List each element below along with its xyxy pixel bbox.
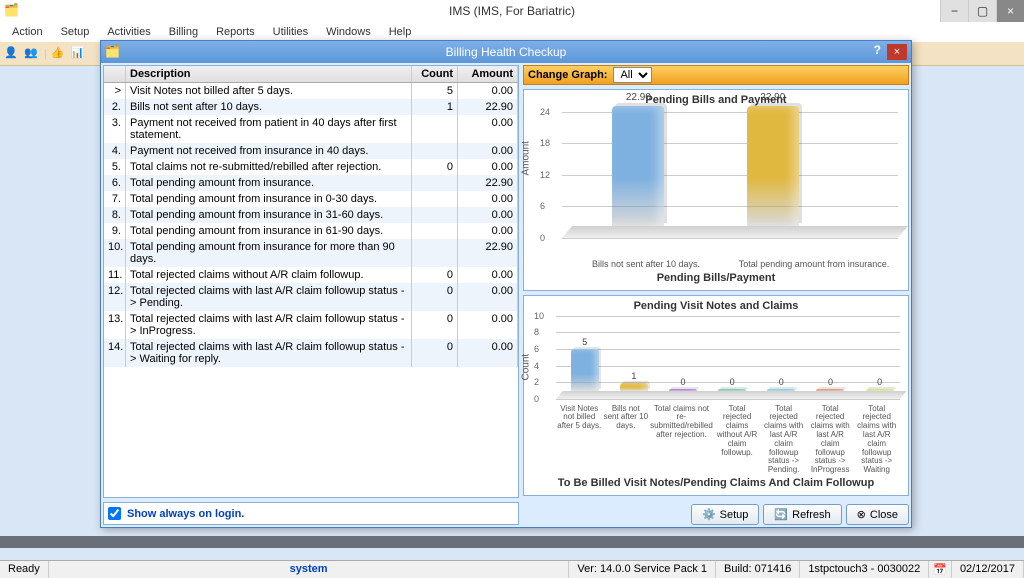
chart2-xlabel: Total rejected claims with last A/R clai…: [807, 405, 854, 475]
refresh-icon: 🔄: [774, 508, 788, 521]
minimize-button[interactable]: −: [940, 0, 968, 22]
col-count[interactable]: Count: [412, 66, 458, 82]
status-system: system: [49, 561, 570, 578]
close-icon: ⊗: [857, 508, 866, 521]
chart2-xlabel: Total rejected claims with last A/R clai…: [853, 405, 900, 475]
table-row[interactable]: 9.Total pending amount from insurance in…: [104, 223, 518, 239]
table-row[interactable]: >Visit Notes not billed after 5 days.50.…: [104, 83, 518, 99]
show-always-checkbox[interactable]: [108, 507, 121, 520]
menu-activities[interactable]: Activities: [99, 24, 158, 40]
app-title: IMS (IMS, For Bariatric): [449, 4, 575, 18]
table-row[interactable]: 11.Total rejected claims without A/R cla…: [104, 267, 518, 283]
setup-button[interactable]: ⚙️Setup: [691, 504, 759, 525]
chart2-xlabel: Total rejected claims with last A/R clai…: [760, 405, 807, 475]
chart2-bar: 0: [767, 389, 795, 391]
chart2-bar: 0: [866, 389, 894, 391]
show-always-label: Show always on login.: [127, 508, 244, 520]
bottom-separator: [0, 536, 1024, 548]
close-button[interactable]: ×: [996, 0, 1024, 22]
status-build: Build: 071416: [716, 561, 800, 578]
window-controls: − ▢ ×: [940, 0, 1024, 22]
chart2-bar: 0: [816, 389, 844, 391]
billing-table: Description Count Amount >Visit Notes no…: [103, 65, 519, 498]
menu-setup[interactable]: Setup: [53, 24, 98, 40]
chart-pending-bills: Pending Bills and Payment Amount 0612182…: [523, 89, 909, 291]
table-row[interactable]: 2.Bills not sent after 10 days.122.90: [104, 99, 518, 115]
maximize-button[interactable]: ▢: [968, 0, 996, 22]
app-icon: 🗂️: [4, 3, 20, 19]
toolbar-icon-4[interactable]: 📊: [71, 46, 87, 62]
table-row[interactable]: 14.Total rejected claims with last A/R c…: [104, 339, 518, 367]
dialog-title: Billing Health Checkup: [446, 45, 567, 59]
status-date: 02/12/2017: [952, 561, 1024, 578]
chart1-footer: Pending Bills/Payment: [524, 270, 908, 288]
status-ready: Ready: [0, 561, 49, 578]
toolbar-icon-1[interactable]: 👤: [4, 46, 20, 62]
menu-billing[interactable]: Billing: [161, 24, 206, 40]
chart2-xlabel: Total rejected claims without A/R claim …: [714, 405, 761, 475]
graph-select[interactable]: All: [613, 67, 652, 83]
status-conn: 1stpctouch3 - 0030022: [800, 561, 929, 578]
chart1-xlabel: Bills not sent after 10 days.: [562, 260, 730, 270]
chart1-bar: 22.90: [612, 106, 664, 226]
dialog-close-button[interactable]: ×: [887, 44, 907, 60]
chart2-xlabel: Visit Notes not billed after 5 days.: [556, 405, 603, 475]
table-header: Description Count Amount: [104, 66, 518, 83]
change-graph-bar: Change Graph: All: [523, 65, 909, 85]
menubar: ActionSetupActivitiesBillingReportsUtili…: [0, 22, 1024, 42]
chart-pending-visit: Pending Visit Notes and Claims Count 024…: [523, 295, 909, 497]
dialog-icon: 🗂️: [105, 44, 120, 58]
help-button[interactable]: ?: [874, 43, 881, 57]
menu-reports[interactable]: Reports: [208, 24, 263, 40]
chart2-bar: 5: [571, 349, 599, 391]
table-row[interactable]: 6.Total pending amount from insurance.22…: [104, 175, 518, 191]
menu-windows[interactable]: Windows: [318, 24, 379, 40]
dialog-titlebar: 🗂️ Billing Health Checkup ? ×: [101, 41, 911, 63]
table-row[interactable]: 12.Total rejected claims with last A/R c…: [104, 283, 518, 311]
close-dialog-button[interactable]: ⊗Close: [846, 504, 909, 525]
statusbar: Ready system Ver: 14.0.0 Service Pack 1 …: [0, 560, 1024, 578]
chart2-bar: 0: [718, 389, 746, 391]
col-amount[interactable]: Amount: [458, 66, 518, 82]
table-row[interactable]: 4.Payment not received from insurance in…: [104, 143, 518, 159]
chart2-bar: 1: [620, 383, 648, 391]
col-desc[interactable]: Description: [126, 66, 412, 82]
chart1-ylabel: Amount: [521, 141, 532, 175]
status-version: Ver: 14.0.0 Service Pack 1: [569, 561, 716, 578]
change-graph-label: Change Graph:: [528, 69, 607, 81]
table-row[interactable]: 8.Total pending amount from insurance in…: [104, 207, 518, 223]
menu-utilities[interactable]: Utilities: [265, 24, 316, 40]
billing-health-dialog: 🗂️ Billing Health Checkup ? × Descriptio…: [100, 40, 912, 528]
table-row[interactable]: 10.Total pending amount from insurance f…: [104, 239, 518, 267]
gear-icon: ⚙️: [702, 508, 716, 521]
chart2-title: Pending Visit Notes and Claims: [524, 296, 908, 314]
table-row[interactable]: 13.Total rejected claims with last A/R c…: [104, 311, 518, 339]
menu-action[interactable]: Action: [4, 24, 51, 40]
show-always-row: Show always on login.: [103, 502, 519, 525]
table-row[interactable]: 3.Payment not received from patient in 4…: [104, 115, 518, 143]
chart2-ylabel: Count: [521, 354, 532, 381]
table-row[interactable]: 5.Total claims not re-submitted/rebilled…: [104, 159, 518, 175]
chart1-title: Pending Bills and Payment: [524, 90, 908, 108]
refresh-button[interactable]: 🔄Refresh: [763, 504, 841, 525]
toolbar-icon-2[interactable]: 👥: [24, 46, 40, 62]
menu-help[interactable]: Help: [381, 24, 420, 40]
chart1-bar: 22.90: [747, 106, 799, 226]
dialog-buttons: ⚙️Setup 🔄Refresh ⊗Close: [523, 500, 909, 525]
toolbar-icon-3[interactable]: 👍: [51, 46, 67, 62]
table-row[interactable]: 7.Total pending amount from insurance in…: [104, 191, 518, 207]
chart2-footer: To Be Billed Visit Notes/Pending Claims …: [524, 475, 908, 493]
app-titlebar: 🗂️ IMS (IMS, For Bariatric) − ▢ ×: [0, 0, 1024, 22]
chart2-bar: 0: [669, 389, 697, 391]
chart2-xlabel: Total claims not re-submitted/rebilled a…: [649, 405, 714, 475]
chart1-xlabel: Total pending amount from insurance.: [730, 260, 898, 270]
chart2-xlabel: Bills not sent after 10 days.: [603, 405, 650, 475]
